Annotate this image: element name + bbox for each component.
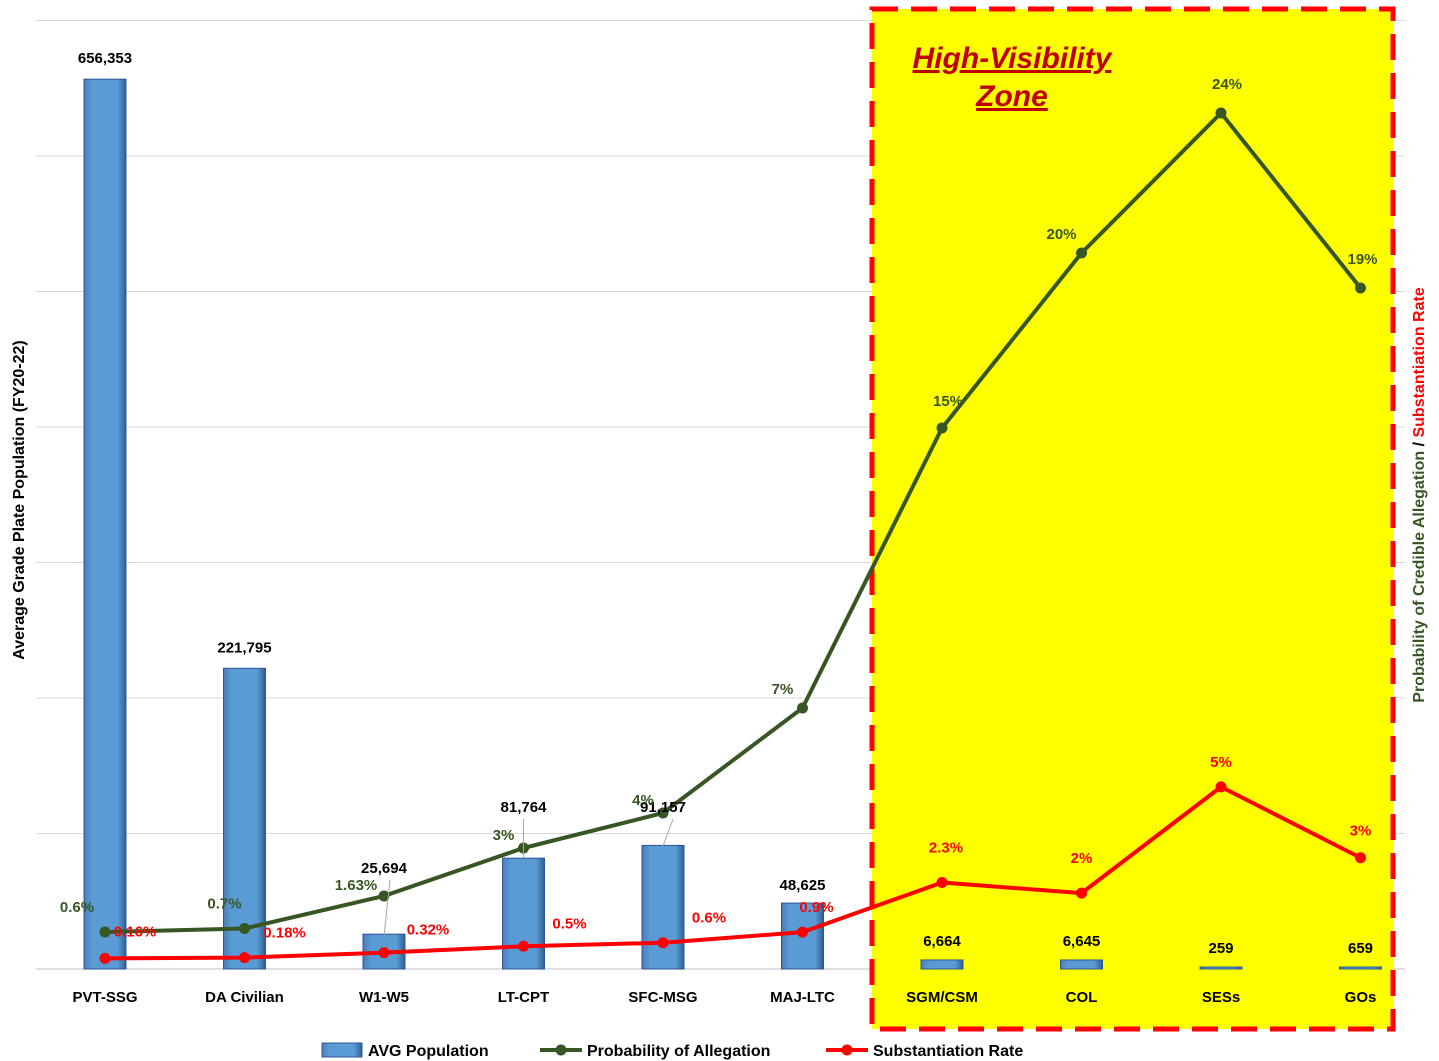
allegation-label-gos: 19%: [1347, 251, 1377, 268]
allegation-label-sess: 24%: [1212, 76, 1242, 93]
legend-label-substantiation: Substantiation Rate: [873, 1043, 1023, 1060]
allegation-label-w1-w5: 1.63%: [335, 877, 378, 894]
y-axis-title: Average Grade Plate Population (FY20-22): [11, 340, 28, 660]
substantiation-point-col: [1076, 887, 1087, 899]
bar-label-sfc-msg: 91,157: [640, 799, 686, 816]
x-tick-sgm-csm: SGM/CSM: [906, 989, 978, 1006]
axis-titles: Average Grade Plate Population (FY20-22)…: [11, 287, 1428, 703]
allegation-point-pvt-ssg: [99, 926, 111, 938]
substantiation-label-sgm-csm: 2.3%: [929, 840, 963, 857]
allegation-point-sfc-msg: [657, 807, 669, 819]
data-labels: 656,353 221,795 25,694 81,764 91,157 48,625 6,…: [60, 50, 1378, 957]
y2-axis-title-part-0: Probability of Credible Allegation: [1411, 451, 1428, 703]
substantiation-point-da-civilian: [239, 952, 250, 964]
allegation-label-pvt-ssg: 0.6%: [60, 899, 94, 916]
x-tick-maj-ltc: MAJ-LTC: [770, 989, 835, 1006]
bar-sess: [1199, 966, 1243, 970]
bar-label-w1-w5: 25,694: [361, 860, 408, 877]
substantiation-point-sess: [1215, 781, 1227, 793]
allegation-point-sess: [1215, 107, 1227, 119]
bar-sgm-csm: [920, 959, 964, 970]
zone-title-line-1: High-Visibility: [913, 42, 1113, 75]
legend-swatch-avg-population: [321, 1042, 363, 1058]
substantiation-point-sgm-csm: [936, 877, 948, 889]
allegation-point-gos: [1355, 282, 1366, 294]
bar-label-gos: 659: [1348, 940, 1373, 957]
x-tick-gos: GOs: [1345, 989, 1377, 1006]
legend-label-avg-population: AVG Population: [368, 1043, 489, 1060]
substantiation-label-gos: 3%: [1350, 823, 1372, 840]
substantiation-label-da-civilian: 0.18%: [263, 925, 306, 942]
substantiation-point-pvt-ssg: [99, 952, 111, 964]
zone-border: [869, 6, 1396, 1032]
bar-col: [1060, 959, 1103, 970]
substantiation-point-gos: [1355, 852, 1366, 864]
substantiation-point-w1-w5: [378, 947, 390, 959]
allegation-label-sgm-csm: 15%: [933, 393, 963, 410]
x-tick-w1-w5: W1-W5: [359, 989, 409, 1006]
allegation-point-col: [1076, 247, 1087, 259]
x-tick-da-civilian: DA Civilian: [205, 989, 284, 1006]
x-axis-ticks: PVT-SSG DA Civilian W1-W5 LT-CPT SFC-MSG MAJ-…: [72, 989, 1376, 1006]
substantiation-label-sess: 5%: [1210, 754, 1232, 771]
bar-da-civilian: [223, 667, 266, 970]
leader-line: [662, 818, 674, 847]
substantiation-label-w1-w5: 0.32%: [407, 922, 450, 939]
bar-label-col: 6,645: [1063, 933, 1101, 950]
bar-label-sess: 259: [1208, 940, 1233, 957]
bar-series-avg-population: [83, 78, 1382, 970]
substantiation-label-sfc-msg: 0.6%: [692, 910, 726, 927]
bar-gos: [1339, 966, 1382, 970]
substantiation-point-lt-cpt: [518, 940, 529, 952]
bar-label-sgm-csm: 6,664: [923, 933, 961, 950]
allegation-label-col: 20%: [1046, 226, 1076, 243]
allegation-point-w1-w5: [378, 890, 390, 902]
line-series: [99, 107, 1366, 964]
legend-label-allegation: Probability of Allegation: [587, 1043, 770, 1060]
substantiation-point-maj-ltc: [797, 926, 808, 938]
y2-axis-title-part-2: Substantiation Rate: [1411, 287, 1428, 437]
high-visibility-zone: High-Visibility Zone: [869, 6, 1396, 1032]
bar-label-pvt-ssg: 656,353: [78, 50, 132, 67]
leader-line: [383, 879, 391, 937]
bar-maj-ltc: [781, 902, 824, 970]
allegation-label-da-civilian: 0.7%: [207, 896, 241, 913]
substantiation-label-pvt-ssg: 0.16%: [114, 923, 157, 940]
x-tick-sfc-msg: SFC-MSG: [628, 989, 697, 1006]
allegation-label-sfc-msg: 4%: [632, 792, 654, 809]
bar-pvt-ssg: [83, 78, 127, 970]
y2-axis-title: Probability of Credible Allegation / Sub…: [1411, 287, 1428, 703]
bar-lt-cpt: [502, 857, 545, 970]
allegation-point-maj-ltc: [797, 702, 808, 714]
legend-marker-substantiation: [841, 1044, 853, 1056]
substantiation-point-sfc-msg: [657, 937, 669, 949]
zone-fill: [872, 9, 1393, 1029]
allegation-point-sgm-csm: [936, 422, 948, 434]
x-tick-col: COL: [1066, 989, 1098, 1006]
bar-sfc-msg: [641, 844, 685, 970]
y2-axis-title-part-1: /: [1411, 438, 1428, 451]
x-tick-lt-cpt: LT-CPT: [498, 989, 549, 1006]
x-tick-pvt-ssg: PVT-SSG: [72, 989, 137, 1006]
substantiation-label-maj-ltc: 0.9%: [799, 899, 833, 916]
bar-label-da-civilian: 221,795: [217, 639, 271, 656]
allegation-label-lt-cpt: 3%: [493, 827, 515, 844]
bar-label-maj-ltc: 48,625: [780, 877, 826, 894]
x-tick-sess: SESs: [1202, 989, 1240, 1006]
substantiation-label-lt-cpt: 0.5%: [552, 915, 586, 932]
allegation-line: [104, 111, 1363, 934]
legend-marker-allegation: [555, 1044, 567, 1056]
zone-title-line-2: Zone: [975, 80, 1048, 113]
bar-label-lt-cpt: 81,764: [501, 799, 548, 816]
substantiation-line: [104, 784, 1362, 961]
substantiation-label-col: 2%: [1071, 850, 1093, 867]
allegation-label-maj-ltc: 7%: [772, 681, 794, 698]
allegation-point-da-civilian: [239, 923, 250, 934]
legend: AVG Population Probability of Allegation S…: [321, 1042, 1023, 1060]
